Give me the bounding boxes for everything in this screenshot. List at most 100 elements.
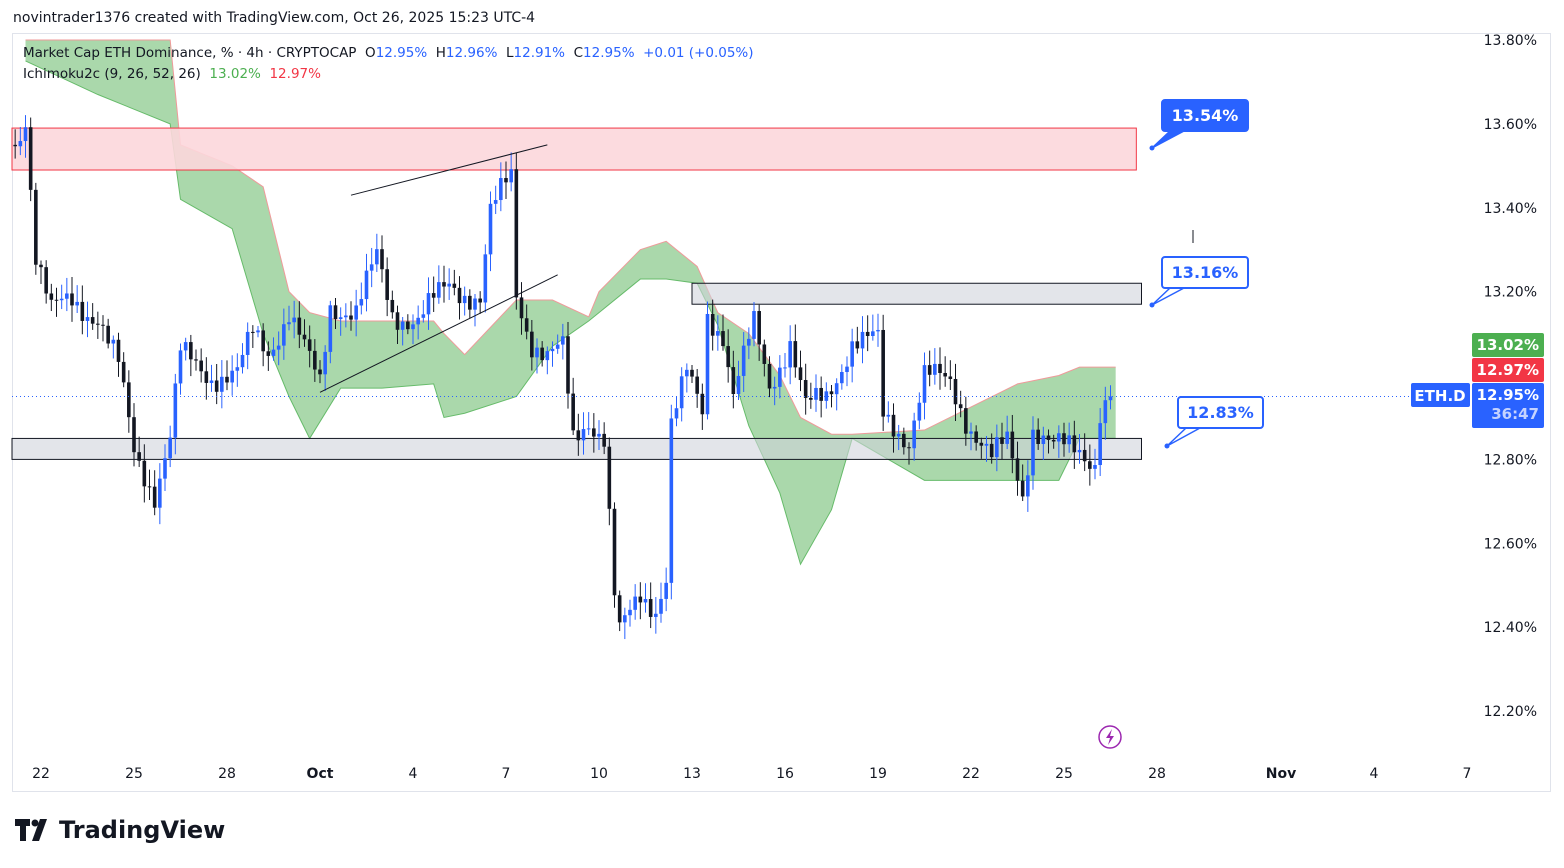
candle-body[interactable] — [865, 331, 870, 337]
candle-body[interactable] — [447, 283, 451, 287]
candle-body[interactable] — [364, 270, 369, 300]
price-callout[interactable]: 13.16% — [1149, 256, 1249, 308]
candle-body[interactable] — [1093, 465, 1097, 469]
price-callout[interactable]: 12.83% — [1164, 396, 1264, 449]
candle-body[interactable] — [214, 380, 219, 392]
candle-body[interactable] — [933, 363, 937, 375]
candle-body[interactable] — [1072, 435, 1077, 453]
candle-body[interactable] — [550, 348, 555, 352]
candle-body[interactable] — [974, 431, 978, 443]
candle-body[interactable] — [710, 313, 715, 336]
candle-body[interactable] — [344, 315, 348, 318]
candle-body[interactable] — [168, 437, 172, 459]
candle-body[interactable] — [566, 336, 570, 394]
candle-body[interactable] — [953, 378, 958, 405]
candle-body[interactable] — [1067, 435, 1071, 445]
candle-body[interactable] — [282, 324, 286, 346]
candle-body[interactable] — [747, 338, 751, 346]
candle-body[interactable] — [23, 127, 28, 142]
candle-body[interactable] — [948, 376, 953, 379]
candle-body[interactable] — [829, 391, 834, 395]
candle-body[interactable] — [121, 361, 126, 383]
candle-body[interactable] — [540, 347, 544, 361]
candle-body[interactable] — [700, 393, 705, 415]
candle-body[interactable] — [845, 366, 849, 373]
candle-body[interactable] — [96, 323, 100, 325]
candle-body[interactable] — [101, 324, 105, 326]
candle-body[interactable] — [65, 293, 69, 299]
candle-body[interactable] — [504, 178, 508, 183]
candle-body[interactable] — [576, 430, 581, 441]
candle-body[interactable] — [778, 367, 782, 387]
candle-body[interactable] — [204, 371, 209, 383]
candle-body[interactable] — [189, 342, 193, 360]
candle-body[interactable] — [788, 341, 792, 368]
candle-body[interactable] — [183, 342, 188, 351]
candle-body[interactable] — [209, 380, 214, 383]
candle-body[interactable] — [886, 414, 891, 417]
candle-body[interactable] — [1082, 449, 1087, 462]
symbol-title[interactable]: Market Cap ETH Dominance, % · 4h · CRYPT… — [23, 45, 357, 61]
candle-body[interactable] — [958, 404, 963, 409]
candle-body[interactable] — [1057, 433, 1061, 442]
candle-body[interactable] — [1026, 475, 1030, 497]
candle-body[interactable] — [318, 369, 322, 375]
candle-body[interactable] — [127, 382, 131, 418]
candle-body[interactable] — [478, 298, 482, 303]
candle-body[interactable] — [984, 443, 989, 446]
candle-body[interactable] — [452, 283, 457, 288]
candle-body[interactable] — [240, 354, 245, 368]
candle-body[interactable] — [597, 433, 601, 437]
candle-body[interactable] — [199, 360, 203, 372]
candle-body[interactable] — [1098, 423, 1102, 466]
candle-body[interactable] — [752, 311, 756, 339]
candle-body[interactable] — [535, 347, 539, 358]
candle-body[interactable] — [349, 315, 353, 320]
candle-body[interactable] — [75, 301, 79, 306]
candle-body[interactable] — [896, 433, 901, 437]
candle-body[interactable] — [323, 351, 327, 375]
candle-body[interactable] — [442, 282, 446, 287]
candle-body[interactable] — [142, 460, 147, 487]
candle-body[interactable] — [39, 264, 43, 268]
candle-body[interactable] — [328, 305, 333, 352]
candle-body[interactable] — [902, 433, 906, 448]
candle-body[interactable] — [1010, 431, 1015, 459]
candle-body[interactable] — [313, 350, 317, 370]
candle-body[interactable] — [514, 169, 519, 298]
candle-body[interactable] — [628, 609, 632, 616]
candle-body[interactable] — [406, 321, 410, 330]
candle-body[interactable] — [292, 317, 296, 323]
candle-body[interactable] — [70, 293, 74, 306]
candle-body[interactable] — [137, 452, 141, 461]
candle-body[interactable] — [705, 313, 710, 415]
candle-body[interactable] — [416, 317, 420, 325]
candle-body[interactable] — [995, 437, 999, 458]
candle-body[interactable] — [623, 615, 627, 623]
candle-body[interactable] — [235, 367, 240, 371]
candle-body[interactable] — [59, 298, 64, 301]
candle-body[interactable] — [499, 178, 503, 201]
candle-body[interactable] — [1015, 458, 1020, 481]
candle-body[interactable] — [793, 341, 798, 368]
candle-body[interactable] — [648, 599, 653, 617]
candle-body[interactable] — [1051, 439, 1056, 442]
candle-body[interactable] — [633, 596, 637, 610]
candle-body[interactable] — [979, 442, 984, 446]
candle-body[interactable] — [132, 417, 136, 453]
grey-zone[interactable] — [691, 282, 1142, 305]
candle-body[interactable] — [586, 428, 591, 430]
candle-body[interactable] — [555, 344, 560, 349]
candle-body[interactable] — [1046, 435, 1051, 440]
candle-body[interactable] — [716, 331, 720, 336]
candle-body[interactable] — [13, 144, 17, 147]
candle-body[interactable] — [271, 349, 276, 356]
candle-body[interactable] — [736, 375, 741, 395]
candle-body[interactable] — [803, 380, 808, 398]
candle-body[interactable] — [871, 331, 875, 337]
indicator-title[interactable]: Ichimoku2c (9, 26, 52, 26) — [23, 66, 201, 82]
candle-body[interactable] — [741, 345, 746, 376]
candle-body[interactable] — [390, 299, 395, 313]
candle-body[interactable] — [230, 370, 234, 383]
